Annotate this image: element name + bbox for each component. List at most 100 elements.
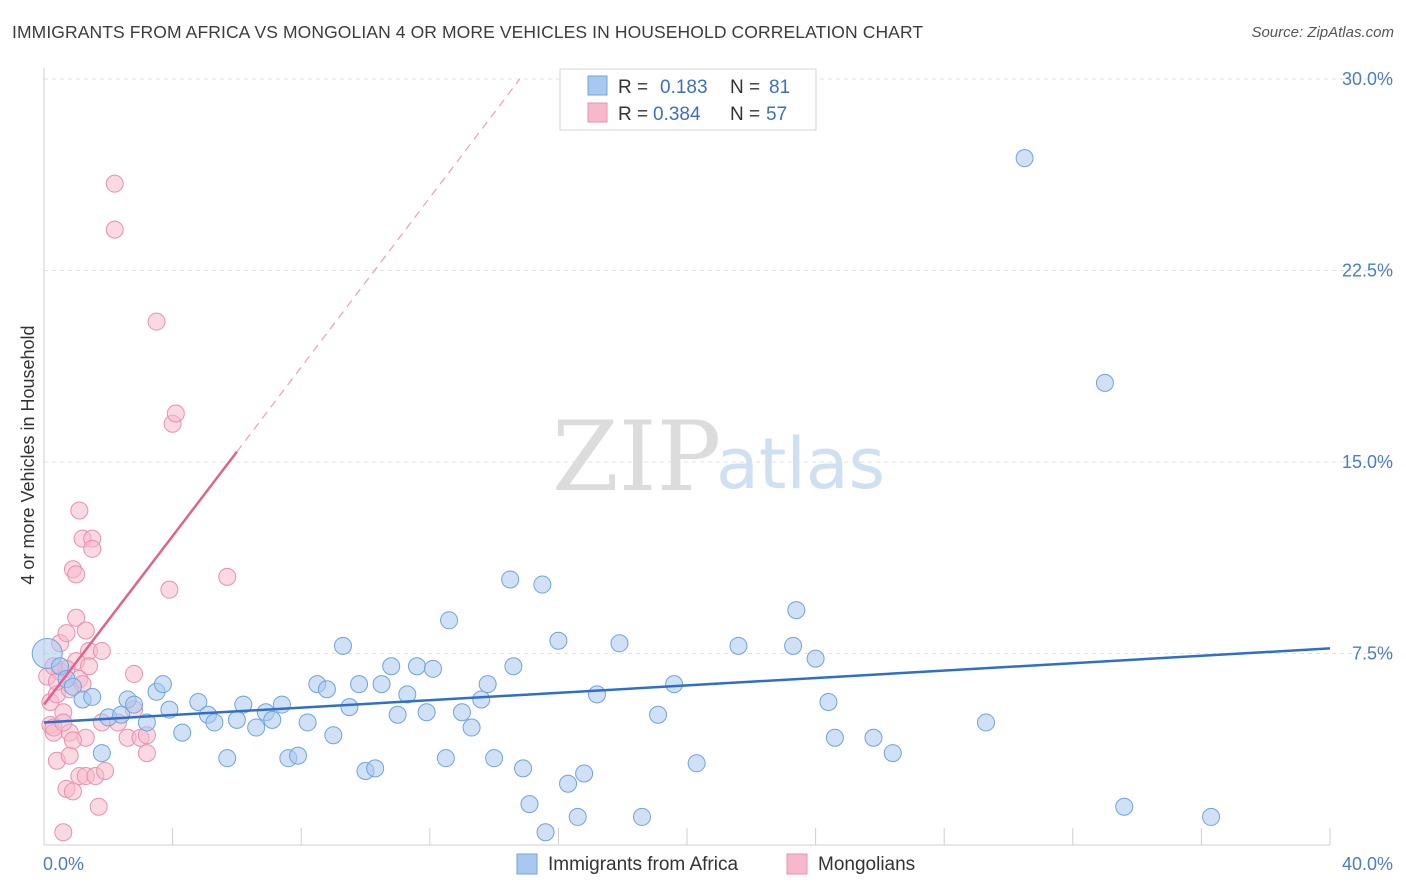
point-africa-34: [350, 675, 369, 694]
point-africa-58: [559, 774, 578, 793]
point-mongolians-40: [125, 664, 144, 683]
point-africa-32: [333, 636, 352, 655]
point-africa-76: [1015, 149, 1034, 168]
point-mongolians-14: [63, 782, 82, 801]
y-tick-label-0: 7.5%: [1352, 644, 1393, 664]
point-africa-66: [687, 754, 706, 773]
point-africa-62: [610, 634, 629, 653]
point-africa-3: [63, 677, 82, 696]
point-africa-60: [575, 764, 594, 783]
point-mongolians-36: [105, 174, 124, 193]
point-africa-59: [568, 807, 587, 826]
point-africa-61: [587, 685, 606, 704]
point-africa-41: [407, 657, 426, 676]
legend-r-value-2: 0.384: [653, 104, 701, 125]
point-africa-10: [125, 695, 144, 714]
point-africa-30: [317, 680, 336, 699]
point-africa-70: [806, 649, 825, 668]
point-mongolians-29: [83, 539, 102, 558]
point-africa-78: [1115, 797, 1134, 816]
legend-r-label-1: R =: [618, 77, 648, 98]
y-tick-label-1: 15.0%: [1342, 452, 1393, 472]
point-mongolians-45: [160, 580, 179, 599]
point-africa-11: [137, 713, 156, 732]
point-mongolians-7: [54, 823, 73, 842]
point-africa-79: [1202, 807, 1221, 826]
point-mongolians-10: [57, 624, 76, 643]
point-africa-18: [205, 713, 224, 732]
grid-lines: [44, 78, 1392, 654]
point-africa-28: [298, 713, 317, 732]
legend-swatch-blue: [587, 75, 608, 96]
point-africa-6: [92, 744, 111, 763]
x-tick-label-1: 40.0%: [1342, 854, 1393, 874]
point-africa-55: [533, 575, 552, 594]
point-africa-69: [787, 601, 806, 620]
point-africa-51: [501, 570, 520, 589]
point-africa-21: [234, 695, 253, 714]
legend-n-value-2: 57: [766, 104, 787, 125]
point-mongolians-27: [80, 657, 99, 676]
point-africa-54: [520, 795, 539, 814]
point-africa-57: [549, 631, 568, 650]
bottom-legend: Immigrants from Africa Mongolians: [516, 853, 915, 875]
point-mongolians-15: [67, 565, 86, 584]
point-mongolians-34: [96, 761, 115, 780]
point-mongolians-47: [166, 404, 185, 423]
source-credit: Source: ZipAtlas.com: [1251, 24, 1394, 41]
legend-r-value-1: 0.183: [660, 77, 708, 98]
point-mongolians-48: [218, 567, 237, 586]
point-africa-44: [436, 749, 455, 768]
point-africa-53: [514, 759, 533, 778]
point-africa-38: [382, 657, 401, 676]
point-africa-15: [173, 723, 192, 742]
point-mongolians-16: [67, 608, 86, 627]
point-africa-20: [227, 710, 246, 729]
y-tick-label-3: 30.0%: [1342, 69, 1393, 89]
legend-n-label-1: N =: [730, 77, 760, 98]
point-africa-24: [263, 710, 282, 729]
legend-n-label-2: N =: [730, 104, 760, 125]
trend-line-africa: [43, 647, 1331, 724]
point-mongolians-32: [92, 641, 111, 660]
point-africa-45: [440, 611, 459, 630]
point-africa-47: [462, 718, 481, 737]
point-mongolians-31: [89, 797, 108, 816]
point-africa-40: [398, 685, 417, 704]
point-africa-27: [288, 746, 307, 765]
point-mongolians-44: [147, 312, 166, 331]
trend-line-mongolians: [43, 451, 238, 706]
x-tick-labels: 0.0% 40.0%: [43, 854, 1393, 874]
point-mongolians-56: [63, 731, 82, 750]
point-africa-67: [729, 636, 748, 655]
point-africa-49: [478, 675, 497, 694]
point-africa-68: [784, 636, 803, 655]
bottom-legend-swatch-africa: [516, 853, 538, 875]
point-mongolians-43: [137, 744, 156, 763]
point-africa-65: [665, 675, 684, 694]
point-mongolians-35: [105, 220, 124, 239]
point-africa-33: [340, 698, 359, 717]
point-africa-31: [324, 726, 343, 745]
bottom-legend-africa: Immigrants from Africa: [548, 854, 738, 875]
point-africa-42: [417, 703, 436, 722]
point-mongolians-18: [70, 501, 89, 520]
point-africa-74: [883, 744, 902, 763]
point-africa-43: [424, 659, 443, 678]
chart-title: IMMIGRANTS FROM AFRICA VS MONGOLIAN 4 OR…: [12, 22, 924, 42]
trend-line-mongolians-extension: [236, 78, 521, 453]
x-tick-label-0: 0.0%: [43, 854, 84, 874]
legend-box: R = 0.183 N = 81 R = 0.384 N = 57: [559, 68, 817, 131]
y-tick-labels: 7.5% 15.0% 22.5% 30.0%: [1342, 69, 1393, 664]
point-africa-56: [536, 823, 555, 842]
point-africa-16: [189, 693, 208, 712]
point-africa-13: [153, 675, 172, 694]
point-africa-64: [649, 705, 668, 724]
point-africa-77: [1095, 373, 1114, 392]
watermark-atlas: atlas: [716, 423, 885, 505]
y-tick-label-2: 22.5%: [1342, 261, 1393, 281]
point-mongolians-11: [60, 746, 79, 765]
watermark-zip: ZIP: [552, 401, 721, 513]
bottom-legend-mongolians: Mongolians: [818, 854, 915, 875]
